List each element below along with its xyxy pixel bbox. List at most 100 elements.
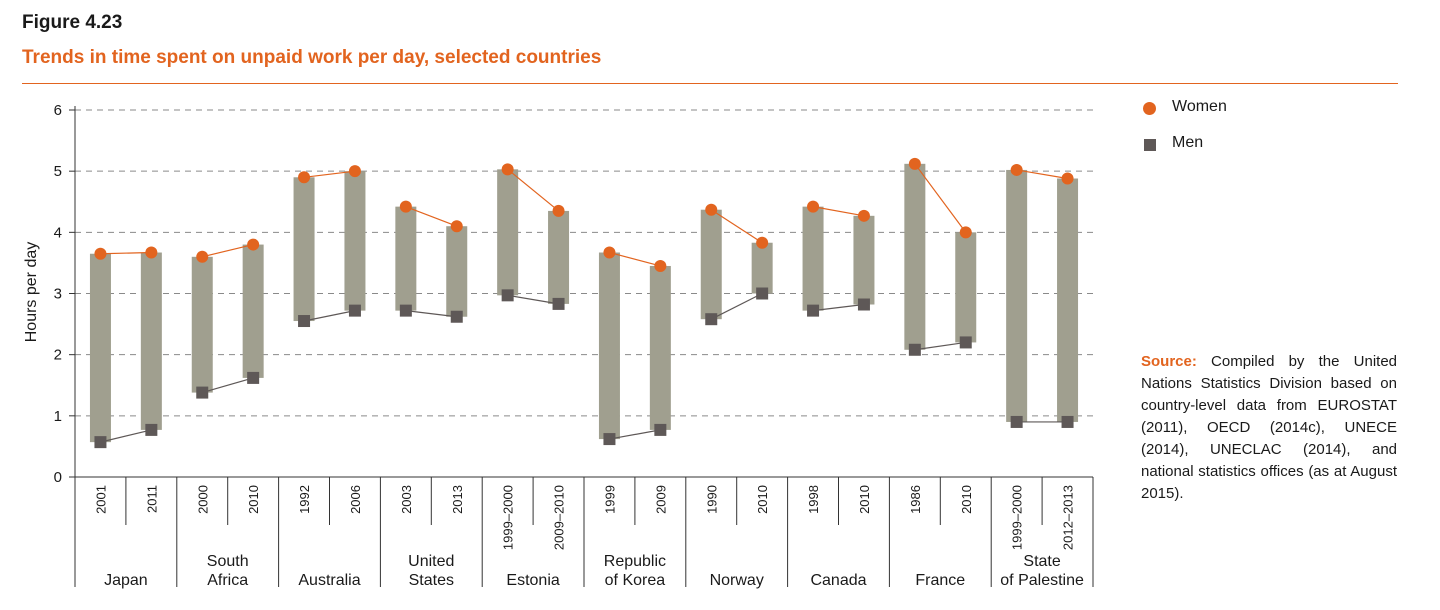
y-tick-label: 6 [54,102,62,119]
year-label: 1999 [602,485,617,514]
women-trend-line [812,206,865,217]
women-marker [348,165,361,178]
country-label: United [408,553,454,570]
women-trend-line [405,206,457,227]
men-trend-line [609,429,661,440]
country-label: Canada [810,572,866,589]
range-bar [853,215,875,305]
range-bar [904,163,926,350]
men-marker [348,304,361,317]
men-marker [908,343,921,356]
men-trend-line [812,303,865,312]
year-label: 2011 [144,485,159,513]
trend-lines [100,163,1068,443]
men-trend-line [303,310,356,322]
men-marker [552,297,565,310]
men-marker [756,287,769,300]
men-trend-line [507,294,559,305]
women-marker [807,200,820,213]
men-marker [501,289,514,302]
women-marker [298,171,311,184]
women-dot-icon [1143,102,1156,115]
range-bar [89,253,111,443]
year-label: 2013 [450,485,465,514]
year-label: 2010 [246,485,261,514]
men-marker [857,298,870,311]
range-bars [89,163,1079,443]
range-bar [955,232,977,343]
legend-label-men: Men [1172,134,1204,151]
country-label: Estonia [506,572,559,589]
year-label: 2009–2010 [552,485,567,550]
chart: 0 1 2 3 4 5 6 2001 2011 Japan 2000 2010 South Africa… [23,102,1094,589]
men-trend-line [914,341,966,351]
women-marker [94,247,107,260]
country-label: Norway [710,572,764,589]
range-bar [242,244,264,378]
women-trend-line [507,168,559,212]
men-marker [807,304,820,317]
year-label: 1998 [806,485,821,514]
women-trend-line [914,163,967,233]
title-rule [22,83,1398,84]
men-marker [94,436,107,449]
range-bar [1057,178,1079,422]
source-text: Compiled by the United Nations Statistic… [1141,353,1397,502]
men-marker [145,423,158,436]
range-bar [344,171,366,311]
range-bar [140,252,162,430]
women-marker [959,226,972,239]
country-label: Africa [207,572,248,589]
men-marker [1061,415,1074,428]
women-trend-line [710,209,763,244]
women-marker [756,236,769,249]
year-label: 2000 [195,485,210,514]
range-bar [598,252,620,440]
range-bar [191,256,213,393]
range-bar [395,206,417,311]
women-marker [450,220,463,233]
men-marker [450,310,463,323]
figure-label: Figure 4.23 [22,12,123,33]
year-label: 1992 [297,485,312,514]
country-label: Australia [298,572,360,589]
range-bar [497,169,519,296]
women-marker [654,259,667,272]
range-bar [700,209,722,320]
women-marker [196,250,209,263]
women-marker [705,203,718,216]
y-axis-label: Hours per day [23,242,40,343]
y-tick-label: 1 [54,408,62,425]
men-trend-line [710,292,763,320]
country-label: Japan [104,572,148,589]
range-bar [649,265,671,430]
women-trend-line [1016,169,1068,180]
y-tick-label: 5 [54,163,62,180]
year-label: 2001 [93,485,108,514]
year-label: 1999–2000 [1010,485,1025,550]
men-marker [1010,415,1023,428]
range-bar [802,206,824,311]
women-trend-line [303,170,356,178]
year-label: 2010 [755,485,770,514]
men-marker [603,433,616,446]
axes: 0 1 2 3 4 5 6 [54,102,1094,587]
y-tick-label: 2 [54,347,62,364]
range-bar [1006,169,1028,422]
y-tick-label: 3 [54,286,62,303]
men-marker [247,371,260,384]
women-marker [399,200,412,213]
men-marker [705,313,718,326]
year-label: 1986 [908,485,923,514]
women-marker [1061,172,1074,185]
year-label: 2010 [959,485,974,514]
women-trend-line [609,251,661,267]
men-trend-line [202,377,254,394]
range-bar [751,242,773,294]
country-label: Republic [604,553,666,570]
women-marker [552,204,565,217]
y-tick-label: 4 [54,224,62,241]
men-marker [959,336,972,349]
women-marker [857,209,870,222]
y-tick-label: 0 [54,469,62,486]
